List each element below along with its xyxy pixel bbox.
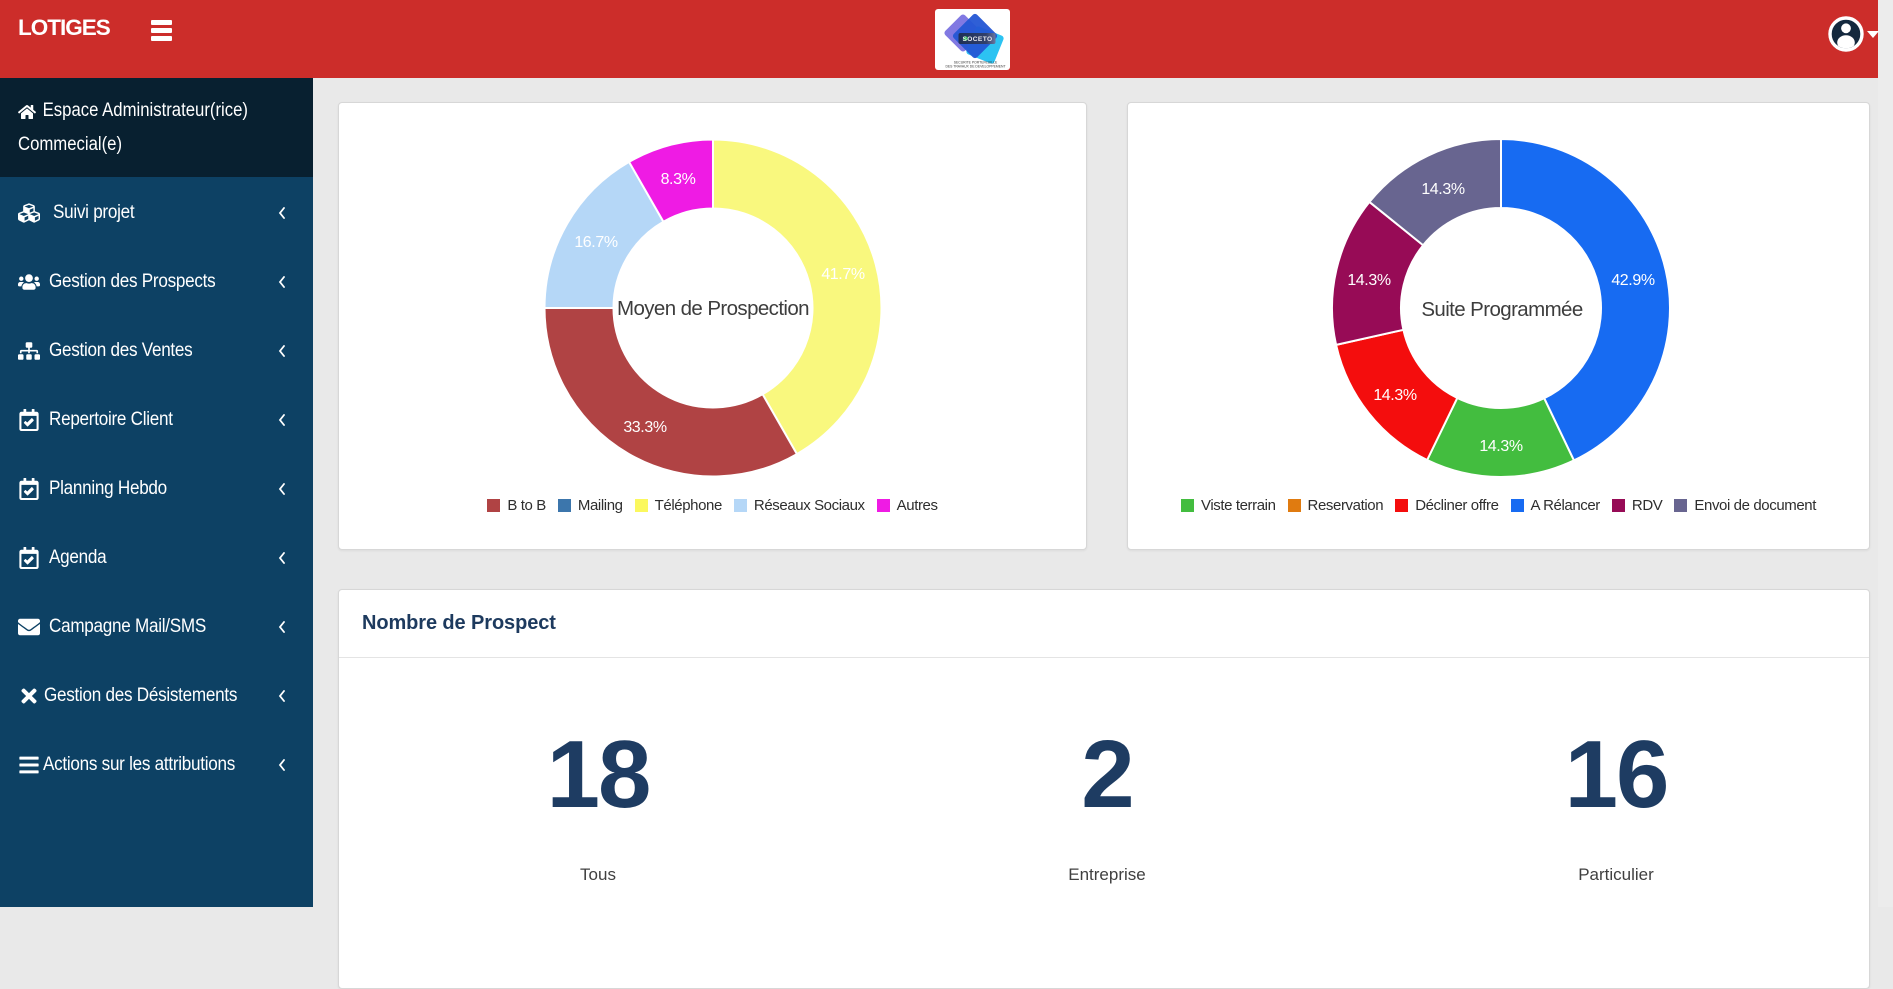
svg-text:SECURITE PORTEFEUILLE: SECURITE PORTEFEUILLE	[954, 61, 998, 65]
svg-text:SOCETO: SOCETO	[962, 36, 992, 43]
svg-text:DES TRAVAUX DE DEVELOPPEMENT: DES TRAVAUX DE DEVELOPPEMENT	[945, 64, 1005, 68]
